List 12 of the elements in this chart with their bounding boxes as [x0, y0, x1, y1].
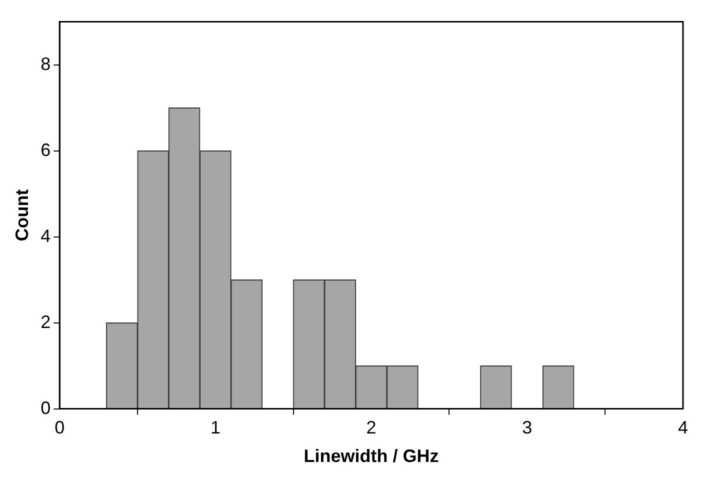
x-tick-label: 0 — [54, 418, 65, 438]
y-axis-title: Count — [12, 189, 32, 242]
x-tick-label: 1 — [210, 418, 220, 438]
y-tick-label: 0 — [40, 398, 51, 418]
y-tick-label: 6 — [40, 140, 51, 160]
y-tick-label: 8 — [40, 54, 51, 74]
y-tick-label: 4 — [40, 226, 51, 246]
y-tick-label: 2 — [40, 312, 51, 332]
x-tick-label: 4 — [678, 418, 688, 438]
x-tick-label: 2 — [366, 418, 376, 438]
x-tick-label: 3 — [522, 418, 532, 438]
x-axis-title: Linewidth / GHz — [304, 446, 439, 466]
